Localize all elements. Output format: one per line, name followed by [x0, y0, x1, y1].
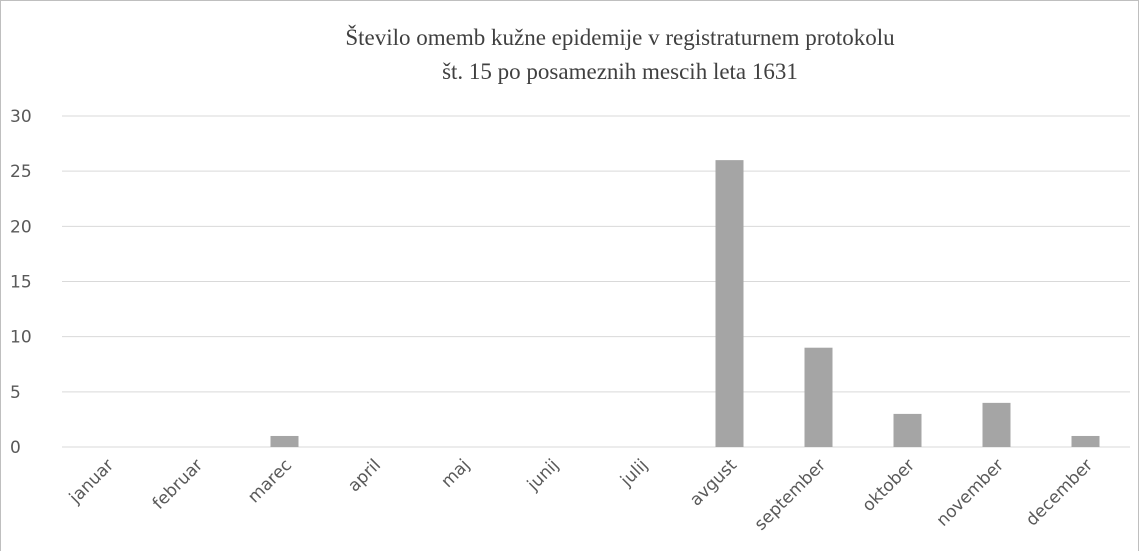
y-tick-label: 10: [10, 328, 32, 348]
y-tick-label: 25: [10, 162, 32, 182]
bar: [804, 347, 833, 447]
y-tick-label: 15: [10, 273, 32, 293]
y-tick-label: 20: [10, 217, 32, 237]
bar: [715, 160, 744, 447]
bar: [893, 413, 922, 447]
bar: [270, 435, 299, 447]
bar: [982, 402, 1011, 447]
bar: [1071, 435, 1100, 447]
y-tick-label: 0: [10, 438, 21, 458]
y-tick-label: 5: [10, 383, 21, 403]
y-tick-label: 30: [10, 107, 32, 127]
chart-title: št. 15 po posameznih mescih leta 1631: [442, 59, 798, 84]
chart-title: Število omemb kužne epidemije v registra…: [345, 24, 895, 50]
